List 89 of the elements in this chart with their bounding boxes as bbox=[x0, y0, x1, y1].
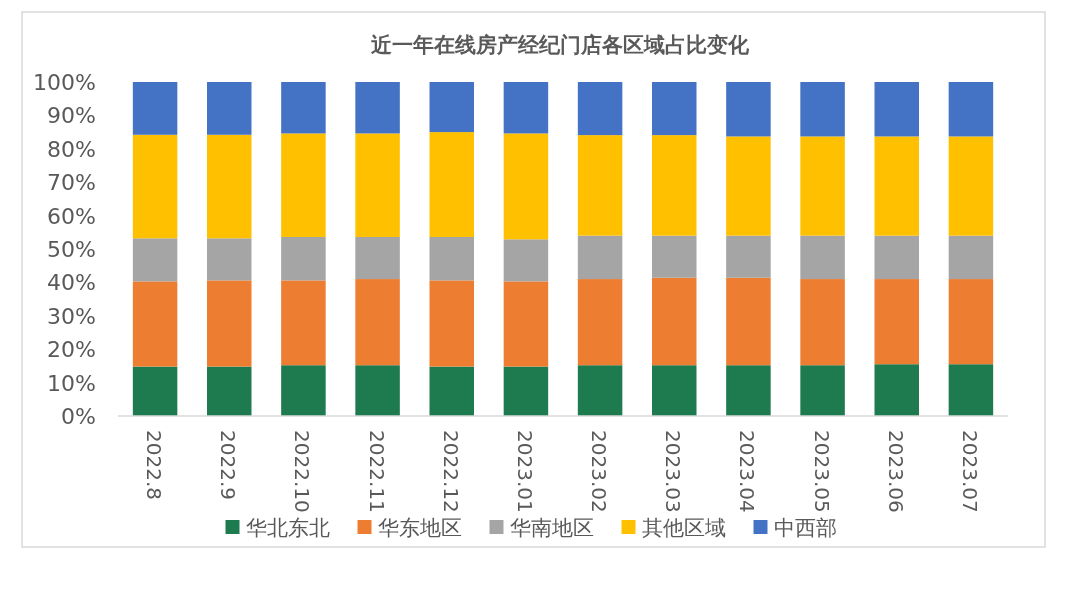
y-tick-label: 80% bbox=[47, 136, 96, 162]
y-tick-label: 20% bbox=[47, 337, 96, 363]
bar bbox=[874, 279, 919, 365]
bar bbox=[207, 238, 252, 281]
bar bbox=[652, 365, 697, 416]
bar bbox=[874, 364, 919, 416]
bar bbox=[132, 238, 178, 282]
bar bbox=[132, 281, 178, 367]
bar bbox=[726, 277, 771, 366]
bar bbox=[429, 82, 474, 133]
bar bbox=[652, 135, 697, 236]
bar bbox=[577, 279, 623, 366]
legend-label: 华北东北 bbox=[245, 516, 330, 540]
x-tick-label: 2022.8 bbox=[142, 430, 167, 500]
bar bbox=[577, 235, 623, 280]
bar bbox=[503, 239, 549, 282]
bar bbox=[800, 235, 845, 280]
bar bbox=[207, 82, 252, 135]
bar bbox=[874, 235, 919, 280]
bar bbox=[132, 366, 178, 416]
bar bbox=[726, 235, 771, 278]
bar bbox=[355, 279, 400, 366]
y-tick-label: 0% bbox=[61, 404, 96, 429]
bar bbox=[726, 365, 771, 416]
y-tick-label: 40% bbox=[47, 270, 96, 296]
x-tick-label: 2023.07 bbox=[957, 430, 982, 513]
x-tick-label: 2022.9 bbox=[216, 430, 241, 500]
bar bbox=[132, 134, 178, 239]
bar bbox=[132, 82, 178, 135]
bar bbox=[355, 133, 400, 237]
bar bbox=[948, 136, 994, 236]
y-tick-label: 10% bbox=[47, 370, 96, 396]
bar bbox=[429, 366, 474, 416]
chart-title: 近一年在线房产经纪门店各区域占比变化 bbox=[370, 33, 750, 57]
bar bbox=[429, 236, 474, 281]
x-tick-label: 2023.01 bbox=[512, 430, 537, 513]
bar bbox=[652, 235, 697, 278]
x-tick-label: 2023.06 bbox=[883, 430, 908, 513]
bar bbox=[281, 365, 326, 416]
bar bbox=[874, 82, 919, 137]
x-tick-label: 2023.05 bbox=[809, 430, 834, 513]
legend-label: 中西部 bbox=[773, 516, 837, 540]
bar bbox=[281, 280, 326, 366]
bar bbox=[503, 366, 549, 416]
bar bbox=[503, 82, 549, 134]
bar bbox=[281, 133, 326, 237]
y-tick-label: 30% bbox=[47, 303, 96, 329]
y-tick-label: 50% bbox=[47, 237, 96, 262]
bar bbox=[355, 365, 400, 416]
bar bbox=[207, 280, 252, 367]
x-tick-label: 2023.03 bbox=[661, 430, 686, 513]
bar bbox=[652, 82, 697, 136]
x-tick-label: 2022.12 bbox=[438, 430, 463, 513]
bar bbox=[948, 364, 994, 416]
bar bbox=[726, 82, 771, 137]
bar bbox=[207, 366, 252, 416]
bar bbox=[948, 279, 994, 365]
x-tick-label: 2022.11 bbox=[364, 430, 389, 513]
bar bbox=[355, 236, 400, 280]
bar bbox=[355, 82, 400, 134]
legend-label: 华南地区 bbox=[509, 516, 594, 540]
legend-label: 其他区域 bbox=[641, 516, 726, 540]
x-tick-label: 2023.04 bbox=[735, 430, 760, 513]
bar bbox=[503, 281, 549, 367]
bar bbox=[652, 277, 697, 366]
y-tick-label: 100% bbox=[33, 70, 96, 95]
bar bbox=[207, 134, 252, 239]
x-tick-label: 2022.10 bbox=[290, 430, 315, 513]
bar bbox=[429, 280, 474, 367]
bar bbox=[800, 136, 845, 236]
bar bbox=[281, 82, 326, 134]
bar bbox=[800, 365, 845, 416]
y-tick-label: 60% bbox=[47, 203, 96, 229]
bar bbox=[577, 82, 623, 136]
x-tick-label: 2023.02 bbox=[587, 430, 612, 513]
bar bbox=[577, 135, 623, 236]
bar bbox=[429, 132, 474, 237]
legend-label: 华东地区 bbox=[377, 516, 462, 540]
bar bbox=[726, 136, 771, 236]
bar bbox=[577, 365, 623, 416]
bar bbox=[800, 82, 845, 137]
bar bbox=[503, 133, 549, 240]
bar bbox=[874, 136, 919, 236]
bar bbox=[800, 279, 845, 366]
bar bbox=[948, 235, 994, 280]
y-tick-label: 90% bbox=[47, 103, 96, 129]
y-tick-label: 70% bbox=[47, 170, 96, 196]
bar bbox=[281, 236, 326, 281]
bar bbox=[948, 82, 994, 137]
